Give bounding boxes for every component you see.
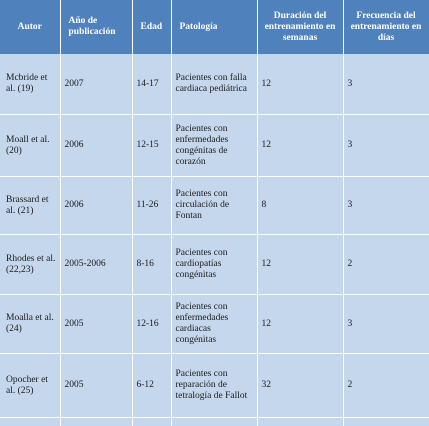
- cell-duracion: 12: [257, 234, 344, 295]
- cell-autor: Mcbride et al. (19): [0, 54, 61, 115]
- cell-anio: 2006: [60, 114, 133, 177]
- table-row: Brassard et al. (21) 2006 11-26 Paciente…: [0, 176, 429, 235]
- cell-patologia: Pacientes con circulación de Fontan: [171, 176, 258, 235]
- cell-duracion: 12: [257, 114, 344, 177]
- cell-frecuencia: 3: [343, 176, 429, 235]
- cell-frecuencia: 2: [343, 234, 429, 295]
- cell-frecuencia: 2: [343, 353, 429, 418]
- cell-duracion: 12: [257, 54, 344, 115]
- cell-autor: Rhodes et al. (22,23): [0, 234, 61, 295]
- cell-anio: 2007: [60, 54, 133, 115]
- cell-patologia: [171, 417, 258, 426]
- cell-duracion: [257, 417, 344, 426]
- cell-anio: 2005: [60, 294, 133, 354]
- header-autor: Autor: [0, 0, 61, 54]
- header-edad: Edad: [132, 0, 172, 54]
- cell-duracion: 32: [257, 353, 344, 418]
- cell-edad: 12-15: [132, 114, 172, 177]
- table-row: Moalla et al. (24) 2005 12-16 Pacientes …: [0, 294, 429, 354]
- table-row: Mcbride et al. (19) 2007 14-17 Pacientes…: [0, 54, 429, 115]
- cell-edad: 8-16: [132, 234, 172, 295]
- cell-anio: [60, 417, 133, 426]
- cell-autor: Moalla et al. (24): [0, 294, 61, 354]
- header-anio: Año de publicación: [60, 0, 133, 54]
- cell-anio: 2005: [60, 353, 133, 418]
- cell-patologia: Pacientes con enfermedades congénitas de…: [171, 114, 258, 177]
- cell-patologia: Pacientes con reparación de tetralogía d…: [171, 353, 258, 418]
- cell-duracion: 8: [257, 176, 344, 235]
- table-row: [0, 417, 429, 426]
- cell-frecuencia: 3: [343, 294, 429, 354]
- cell-autor: Moall et al. (20): [0, 114, 61, 177]
- header-row: Autor Año de publicación Edad Patología …: [0, 0, 429, 54]
- table-body: Mcbride et al. (19) 2007 14-17 Pacientes…: [0, 54, 429, 426]
- cell-edad: 6-12: [132, 353, 172, 418]
- cell-anio: 2005-2006: [60, 234, 133, 295]
- cell-edad: 12-16: [132, 294, 172, 354]
- cell-frecuencia: 3: [343, 114, 429, 177]
- cell-patologia: Pacientes con enfermedades cardiacas con…: [171, 294, 258, 354]
- table-row: Rhodes et al. (22,23) 2005-2006 8-16 Pac…: [0, 234, 429, 295]
- cell-patologia: Pacientes con falla cardiaca pediátrica: [171, 54, 258, 115]
- cell-edad: [132, 417, 172, 426]
- header-patologia: Patología: [171, 0, 258, 54]
- header-duracion: Duración del entrenamiento en semanas: [257, 0, 344, 54]
- cell-anio: 2006: [60, 176, 133, 235]
- cell-edad: 14-17: [132, 54, 172, 115]
- table-header: Autor Año de publicación Edad Patología …: [0, 0, 429, 54]
- table-row: Opocher et al. (25) 2005 6-12 Pacientes …: [0, 353, 429, 418]
- cell-edad: 11-26: [132, 176, 172, 235]
- cell-autor: [0, 417, 61, 426]
- cell-frecuencia: [343, 417, 429, 426]
- cell-patologia: Pacientes con cardiopatías congénitas: [171, 234, 258, 295]
- cell-duracion: 12: [257, 294, 344, 354]
- header-frecuencia: Frecuencia del entrenamiento en días: [343, 0, 429, 54]
- table-row: Moall et al. (20) 2006 12-15 Pacientes c…: [0, 114, 429, 177]
- cell-autor: Brassard et al. (21): [0, 176, 61, 235]
- cell-frecuencia: 3: [343, 54, 429, 115]
- cell-autor: Opocher et al. (25): [0, 353, 61, 418]
